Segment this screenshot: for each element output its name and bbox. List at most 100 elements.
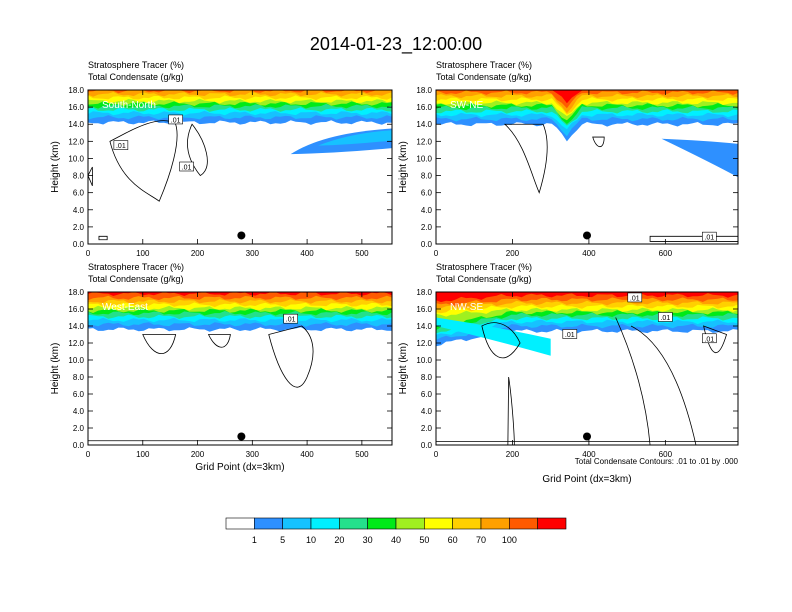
colorbar-swatch bbox=[424, 517, 453, 530]
condensate-contour bbox=[98, 235, 108, 241]
x-tick-label: 400 bbox=[300, 450, 314, 459]
condensate-contour bbox=[503, 123, 548, 194]
panel-subtitle-tracer: Stratosphere Tracer (%) bbox=[436, 262, 532, 272]
x-tick-label: 400 bbox=[582, 450, 596, 459]
condensate-contour bbox=[207, 334, 231, 348]
plot-frame bbox=[87, 89, 393, 245]
colorbar-swatch bbox=[480, 517, 510, 530]
x-tick-label: 300 bbox=[246, 249, 260, 258]
panel-name: West-East bbox=[102, 302, 148, 313]
colorbar-swatch bbox=[452, 517, 482, 530]
y-tick-label: 8.0 bbox=[73, 172, 85, 181]
location-marker bbox=[583, 432, 591, 441]
y-tick-label: 0.0 bbox=[73, 240, 85, 249]
colorbar-label: 50 bbox=[419, 535, 429, 545]
x-tick-label: 400 bbox=[300, 249, 314, 258]
condensate-contour bbox=[481, 322, 521, 359]
svg-text:.01: .01 bbox=[171, 117, 181, 124]
y-axis-label: Height (km) bbox=[398, 141, 409, 193]
figure-title: 2014-01-23_12:00:00 bbox=[310, 34, 482, 55]
plot-frame bbox=[435, 291, 739, 446]
contour-label: .01 bbox=[168, 114, 183, 124]
y-tick-label: 18.0 bbox=[416, 288, 432, 297]
colorbar-swatch bbox=[367, 517, 397, 530]
contour-label: .01 bbox=[113, 140, 129, 150]
colorbar-swatch bbox=[310, 517, 340, 530]
y-tick-label: 2.0 bbox=[73, 424, 85, 433]
panel-west-east: Stratosphere Tracer (%) Total Condensate … bbox=[50, 262, 393, 473]
panel-name: South-North bbox=[102, 100, 156, 111]
y-tick-label: 6.0 bbox=[73, 189, 85, 198]
panel-subtitle-condensate: Total Condensate (g/kg) bbox=[88, 72, 184, 82]
y-tick-label: 8.0 bbox=[73, 373, 85, 382]
y-tick-label: 16.0 bbox=[68, 305, 84, 314]
y-tick-label: 18.0 bbox=[68, 86, 84, 95]
colorbar: 1 5 10 20 30 40 50 60 70 100 bbox=[225, 517, 567, 545]
y-tick-label: 2.0 bbox=[421, 223, 433, 232]
y-tick-label: 2.0 bbox=[73, 223, 85, 232]
y-tick-label: 6.0 bbox=[421, 189, 433, 198]
panel-subtitle-tracer: Stratosphere Tracer (%) bbox=[88, 262, 184, 272]
contour-note: Total Condensate Contours: .01 to .01 by… bbox=[575, 457, 739, 466]
y-axis-label: Height (km) bbox=[50, 343, 61, 395]
colorbar-swatch bbox=[282, 517, 312, 530]
x-axis-label: Grid Point (dx=3km) bbox=[195, 462, 284, 473]
x-tick-label: 300 bbox=[246, 450, 260, 459]
x-tick-label: 500 bbox=[355, 249, 369, 258]
condensate-contour bbox=[142, 334, 177, 354]
y-tick-label: 16.0 bbox=[416, 305, 432, 314]
y-tick-label: 2.0 bbox=[421, 424, 433, 433]
plot-frame bbox=[87, 291, 393, 446]
contour-label: .01 bbox=[658, 312, 673, 322]
x-tick-label: 100 bbox=[136, 450, 150, 459]
y-tick-label: 12.0 bbox=[68, 339, 84, 348]
contour-label: .01 bbox=[627, 292, 643, 302]
plot-frame bbox=[435, 89, 739, 245]
y-axis-label: Height (km) bbox=[398, 343, 409, 395]
y-tick-label: 4.0 bbox=[73, 206, 85, 215]
x-tick-label: 0 bbox=[86, 249, 91, 258]
y-tick-label: 4.0 bbox=[421, 206, 433, 215]
contour-label: .01 bbox=[283, 313, 298, 324]
y-tick-label: 0.0 bbox=[73, 441, 85, 450]
panel-name: SW-NE bbox=[450, 100, 483, 111]
x-tick-label: 200 bbox=[506, 450, 520, 459]
contour-label: .01 bbox=[179, 161, 194, 172]
colorbar-label: 70 bbox=[476, 535, 486, 545]
panel-subtitle-tracer: Stratosphere Tracer (%) bbox=[88, 60, 184, 70]
panel-sw-ne: Stratosphere Tracer (%) Total Condensate … bbox=[398, 60, 739, 258]
x-tick-label: 200 bbox=[191, 450, 205, 459]
condensate-contour bbox=[615, 317, 651, 445]
y-tick-label: 0.0 bbox=[421, 441, 433, 450]
condensate-contour bbox=[88, 166, 93, 186]
x-axis-label: Grid Point (dx=3km) bbox=[542, 474, 631, 485]
y-tick-label: 14.0 bbox=[416, 120, 432, 129]
colorbar-label: 5 bbox=[280, 535, 285, 545]
location-marker bbox=[583, 231, 591, 240]
panel-name: NW-SE bbox=[450, 302, 483, 313]
contour-label: .01 bbox=[702, 333, 717, 343]
svg-text:.01: .01 bbox=[565, 332, 575, 339]
x-tick-label: 200 bbox=[191, 249, 205, 258]
colorbar-swatch bbox=[395, 517, 425, 530]
y-tick-label: 6.0 bbox=[73, 390, 85, 399]
y-tick-label: 0.0 bbox=[421, 240, 433, 249]
condensate-contour bbox=[187, 123, 208, 177]
y-tick-label: 14.0 bbox=[68, 120, 84, 129]
colorbar-label: 100 bbox=[502, 535, 517, 545]
colorbar-swatch bbox=[254, 517, 283, 530]
condensate-contour bbox=[268, 325, 314, 388]
x-tick-label: 0 bbox=[434, 450, 439, 459]
y-tick-label: 10.0 bbox=[68, 356, 84, 365]
condensate-contour bbox=[630, 325, 697, 445]
contour-label: .01 bbox=[562, 329, 578, 339]
y-tick-label: 12.0 bbox=[416, 137, 432, 146]
x-tick-label: 400 bbox=[582, 249, 596, 258]
heatmap-field: .01 .01 .01 bbox=[88, 90, 392, 244]
contour-label: .01 bbox=[702, 231, 717, 242]
y-tick-label: 14.0 bbox=[416, 322, 432, 331]
panel-nw-se: Stratosphere Tracer (%) Total Condensate … bbox=[398, 262, 739, 485]
heatmap-field: .01 bbox=[436, 90, 738, 244]
y-tick-label: 8.0 bbox=[421, 373, 433, 382]
